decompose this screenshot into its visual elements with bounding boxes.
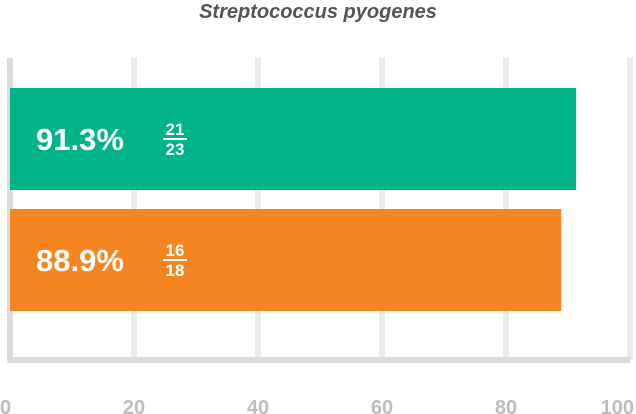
bar [10, 88, 577, 190]
fraction-denominator: 23 [166, 140, 185, 159]
x-tick-label: 20 [123, 397, 145, 414]
x-axis-ticks: 0 20 40 60 80 100 [0, 397, 634, 414]
bar [10, 209, 562, 311]
x-tick-label: 80 [495, 397, 517, 414]
bar-value-label: 88.9% [36, 243, 124, 278]
fraction-numerator: 16 [166, 241, 185, 260]
fraction-denominator: 18 [166, 261, 185, 280]
x-tick-label: 60 [371, 397, 393, 414]
x-tick-label: 40 [247, 397, 269, 414]
fraction-numerator: 21 [166, 120, 185, 139]
bar-value-label: 91.3% [36, 122, 124, 157]
x-tick-label: 100 [601, 397, 634, 414]
x-tick-label: 0 [0, 397, 11, 414]
chart-title: Streptococcus pyogenes [199, 1, 437, 23]
